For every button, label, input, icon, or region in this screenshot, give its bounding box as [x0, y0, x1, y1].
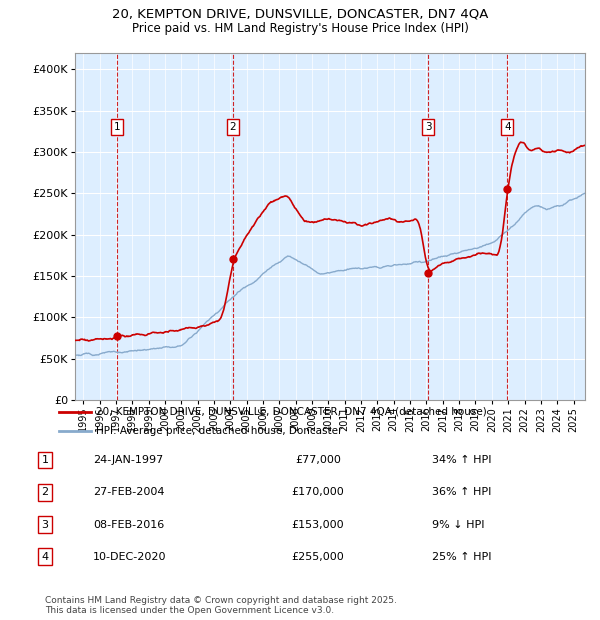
Text: 3: 3	[41, 520, 49, 529]
Text: £153,000: £153,000	[292, 520, 344, 529]
Text: 2: 2	[41, 487, 49, 497]
Text: Price paid vs. HM Land Registry's House Price Index (HPI): Price paid vs. HM Land Registry's House …	[131, 22, 469, 35]
Text: 3: 3	[425, 122, 431, 132]
Text: 10-DEC-2020: 10-DEC-2020	[93, 552, 167, 562]
Text: 08-FEB-2016: 08-FEB-2016	[93, 520, 164, 529]
Text: 24-JAN-1997: 24-JAN-1997	[93, 455, 163, 465]
Text: 25% ↑ HPI: 25% ↑ HPI	[432, 552, 491, 562]
Text: 34% ↑ HPI: 34% ↑ HPI	[432, 455, 491, 465]
Text: 4: 4	[41, 552, 49, 562]
Text: 1: 1	[113, 122, 121, 132]
Text: 20, KEMPTON DRIVE, DUNSVILLE, DONCASTER, DN7 4QA (detached house): 20, KEMPTON DRIVE, DUNSVILLE, DONCASTER,…	[97, 407, 487, 417]
Text: 9% ↓ HPI: 9% ↓ HPI	[432, 520, 485, 529]
Text: 27-FEB-2004: 27-FEB-2004	[93, 487, 164, 497]
Text: £255,000: £255,000	[292, 552, 344, 562]
Text: HPI: Average price, detached house, Doncaster: HPI: Average price, detached house, Donc…	[97, 426, 343, 436]
Text: 2: 2	[229, 122, 236, 132]
Text: £170,000: £170,000	[292, 487, 344, 497]
Text: 20, KEMPTON DRIVE, DUNSVILLE, DONCASTER, DN7 4QA: 20, KEMPTON DRIVE, DUNSVILLE, DONCASTER,…	[112, 7, 488, 20]
Text: Contains HM Land Registry data © Crown copyright and database right 2025.
This d: Contains HM Land Registry data © Crown c…	[45, 596, 397, 615]
Text: 36% ↑ HPI: 36% ↑ HPI	[432, 487, 491, 497]
Text: £77,000: £77,000	[295, 455, 341, 465]
Text: 4: 4	[504, 122, 511, 132]
Text: 1: 1	[41, 455, 49, 465]
